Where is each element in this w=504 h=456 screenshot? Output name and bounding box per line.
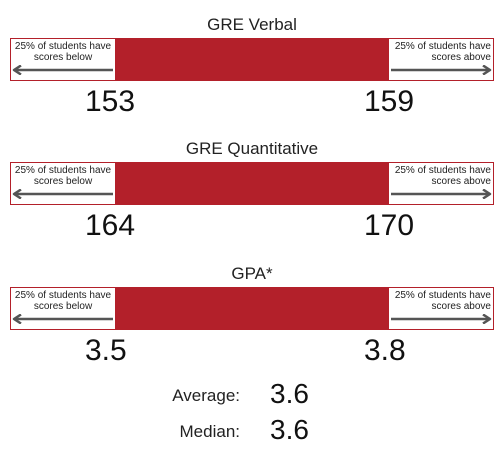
average-value: 3.6 [270, 378, 309, 409]
gre-verbal-range-box: 25% of students have scores below 25% of… [10, 38, 494, 81]
gre-verbal-low-score: 153 [85, 85, 136, 118]
right-arrow-icon [391, 189, 492, 199]
gpa-left-note: 25% of students have scores below [14, 290, 112, 312]
median-value: 3.6 [270, 414, 309, 445]
left-arrow-icon [12, 65, 113, 75]
gpa-right-note: 25% of students have scores above [394, 290, 491, 312]
gre-quant-high-score: 170 [364, 209, 415, 242]
median-label: Median: [179, 422, 240, 441]
gpa-average-row: Average: 3.6 [0, 376, 504, 410]
gpa-title: GPA* [231, 264, 273, 283]
gre-quant-range: GRE Quantitative 25% of students have sc… [0, 139, 504, 259]
gpa-middle-50-bar [115, 288, 389, 329]
gre-quant-low-score: 164 [85, 209, 136, 242]
gre-quant-right-note: 25% of students have scores above [394, 165, 491, 187]
right-arrow-icon [391, 314, 492, 324]
gre-quant-middle-50-bar [115, 163, 389, 204]
gre-verbal-high-score: 159 [364, 85, 415, 118]
gpa-range: GPA* 25% of students have scores below 2… [0, 264, 504, 384]
gpa-median-row: Median: 3.6 [0, 412, 504, 446]
left-arrow-icon [12, 314, 113, 324]
right-arrow-icon [391, 65, 492, 75]
gre-verbal-left-note: 25% of students have scores below [14, 41, 112, 63]
gre-quant-range-box: 25% of students have scores below 25% of… [10, 162, 494, 205]
left-arrow-icon [12, 189, 113, 199]
gpa-low-score: 3.5 [85, 334, 127, 367]
gre-quant-left-note: 25% of students have scores below [14, 165, 112, 187]
gre-verbal-title: GRE Verbal [207, 15, 297, 34]
gpa-high-score: 3.8 [364, 334, 406, 367]
gre-verbal-range: GRE Verbal 25% of students have scores b… [0, 15, 504, 135]
gre-quant-title: GRE Quantitative [185, 139, 319, 158]
gre-verbal-middle-50-bar [115, 39, 389, 80]
average-label: Average: [172, 386, 240, 405]
gre-verbal-right-note: 25% of students have scores above [394, 41, 491, 63]
gpa-range-box: 25% of students have scores below 25% of… [10, 287, 494, 330]
